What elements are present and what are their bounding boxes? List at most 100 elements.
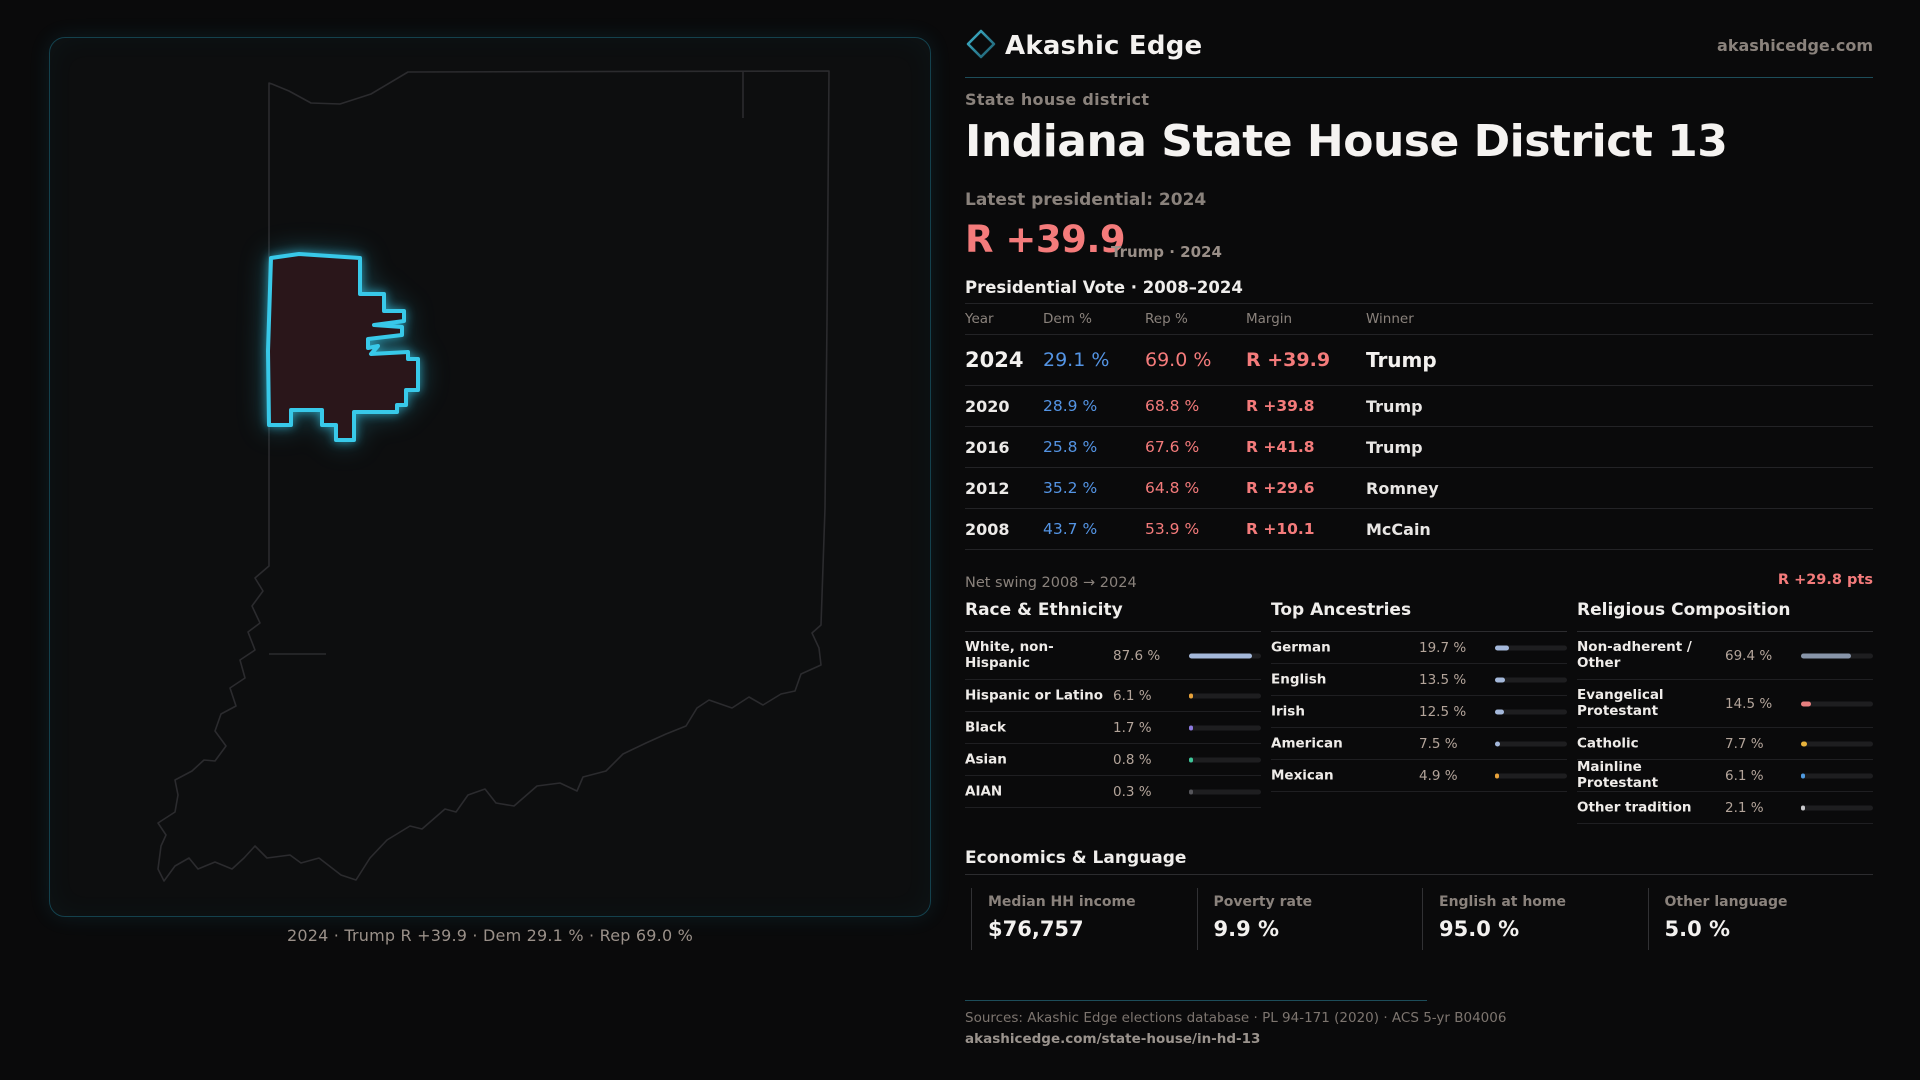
- net-swing-row: Net swing 2008 → 2024 R +29.8 pts: [965, 572, 1873, 591]
- cell-margin: R +39.9: [1246, 348, 1331, 371]
- demo-value: 7.7 %: [1725, 735, 1764, 752]
- list-item: German 19.7 %: [1271, 632, 1567, 664]
- bar-track: [1495, 645, 1567, 650]
- demo-label: Hispanic or Latino: [965, 687, 1103, 704]
- list-item: Catholic 7.7 %: [1577, 728, 1873, 760]
- footer-divider: [965, 1000, 1427, 1001]
- bar-fill: [1495, 773, 1499, 778]
- diamond-logo-icon: [966, 29, 996, 59]
- latest-label: Latest presidential: 2024: [965, 190, 1207, 210]
- stat-value: 95.0 %: [1439, 917, 1520, 941]
- list-item: Mainline Protestant 6.1 %: [1577, 758, 1873, 792]
- stat-label: Poverty rate: [1213, 894, 1313, 910]
- section-divider: [1271, 631, 1567, 632]
- section-divider: [1577, 631, 1873, 632]
- district-shape[interactable]: [266, 252, 420, 442]
- bar-fill: [1495, 677, 1505, 682]
- bar-track: [1189, 757, 1261, 762]
- stat-cell: Other language 5.0 %: [1647, 888, 1874, 950]
- demo-label: Asian: [965, 751, 1007, 768]
- cell-dem: 25.8 %: [1043, 438, 1098, 456]
- economics-stats: Median HH income $76,757 Poverty rate 9.…: [971, 888, 1873, 950]
- vote-table-title: Presidential Vote · 2008–2024: [965, 278, 1243, 297]
- demo-value: 4.9 %: [1419, 767, 1458, 784]
- table-row: 2024 29.1 % 69.0 % R +39.9 Trump: [965, 334, 1873, 386]
- list-item: American 7.5 %: [1271, 728, 1567, 760]
- cell-rep: 53.9 %: [1145, 520, 1200, 538]
- cell-margin: R +10.1: [1246, 520, 1315, 538]
- stat-label: Median HH income: [988, 894, 1136, 910]
- cell-rep: 69.0 %: [1145, 348, 1212, 371]
- table-divider: [965, 334, 1873, 335]
- table-row: 2020 28.9 % 68.8 % R +39.8 Trump: [965, 386, 1873, 427]
- bar-track: [1801, 653, 1873, 658]
- section-religious-composition: Religious Composition Non-adherent / Oth…: [1577, 600, 1873, 824]
- bar-track: [1495, 677, 1567, 682]
- permalink[interactable]: akashicedge.com/state-house/in-hd-13: [965, 1031, 1261, 1047]
- brand-website-link[interactable]: akashicedge.com: [1717, 36, 1873, 55]
- bar-track: [1801, 773, 1873, 778]
- header-divider: [965, 77, 1873, 78]
- cell-margin: R +39.8: [1246, 397, 1315, 415]
- bar-fill: [1189, 653, 1253, 658]
- bar-track: [1189, 653, 1261, 658]
- demo-value: 13.5 %: [1419, 671, 1467, 688]
- stat-value: 9.9 %: [1213, 917, 1280, 941]
- net-swing-value: R +29.8 pts: [1777, 572, 1873, 588]
- bar-fill: [1189, 693, 1194, 698]
- col-header-rep: Rep %: [1145, 311, 1188, 327]
- cell-dem: 28.9 %: [1043, 397, 1098, 415]
- bar-track: [1189, 693, 1261, 698]
- bar-fill: [1801, 805, 1805, 810]
- cell-rep: 68.8 %: [1145, 397, 1200, 415]
- brand-name: Akashic Edge: [1005, 31, 1203, 61]
- page-title: Indiana State House District 13: [965, 116, 1728, 167]
- demo-label: AIAN: [965, 783, 1003, 800]
- cell-dem: 29.1 %: [1043, 348, 1110, 371]
- stat-cell: English at home 95.0 %: [1422, 888, 1648, 950]
- demo-value: 6.1 %: [1725, 767, 1764, 784]
- col-header-year: Year: [965, 311, 994, 327]
- cell-dem: 43.7 %: [1043, 520, 1098, 538]
- list-item: Hispanic or Latino 6.1 %: [965, 680, 1261, 712]
- bar-fill: [1801, 741, 1807, 746]
- bar-fill: [1495, 709, 1504, 714]
- demo-value: 2.1 %: [1725, 799, 1764, 816]
- bar-fill: [1801, 701, 1812, 706]
- table-divider: [965, 303, 1873, 304]
- section-title: Top Ancestries: [1271, 600, 1412, 620]
- bar-track: [1189, 725, 1261, 730]
- bar-track: [1189, 789, 1261, 794]
- state-boundary-segments: [269, 71, 744, 655]
- section-divider: [965, 874, 1873, 875]
- demo-label: Non-adherent / Other: [1577, 638, 1692, 672]
- list-item: English 13.5 %: [1271, 664, 1567, 696]
- list-item: Non-adherent / Other 69.4 %: [1577, 632, 1873, 680]
- demo-label: Other tradition: [1577, 799, 1692, 816]
- demo-value: 14.5 %: [1725, 695, 1773, 712]
- demo-value: 7.5 %: [1419, 735, 1458, 752]
- demo-value: 0.3 %: [1113, 783, 1152, 800]
- indiana-map: [157, 70, 830, 882]
- bar-fill: [1801, 653, 1851, 658]
- cell-margin: R +29.6: [1246, 479, 1315, 497]
- cell-rep: 67.6 %: [1145, 438, 1200, 456]
- section-title: Religious Composition: [1577, 600, 1791, 620]
- bar-fill: [1189, 789, 1193, 794]
- section-title: Race & Ethnicity: [965, 600, 1123, 620]
- cell-year: 2016: [965, 437, 1010, 457]
- list-item: Mexican 4.9 %: [1271, 760, 1567, 792]
- demo-value: 6.1 %: [1113, 687, 1152, 704]
- stat-cell: Poverty rate 9.9 %: [1196, 888, 1423, 950]
- section-divider: [965, 631, 1261, 632]
- cell-winner: Romney: [1366, 478, 1439, 498]
- district-map-panel: [49, 37, 931, 917]
- demo-label: Irish: [1271, 703, 1305, 720]
- demo-label: Mainline Protestant: [1577, 758, 1659, 792]
- demo-value: 0.8 %: [1113, 751, 1152, 768]
- headline-margin: R +39.9: [965, 218, 1126, 261]
- col-header-dem: Dem %: [1043, 311, 1092, 327]
- cell-year: 2008: [965, 519, 1010, 539]
- demo-label: Evangelical Protestant: [1577, 686, 1664, 720]
- section-race-ethnicity: Race & Ethnicity White, non-Hispanic 87.…: [965, 600, 1261, 808]
